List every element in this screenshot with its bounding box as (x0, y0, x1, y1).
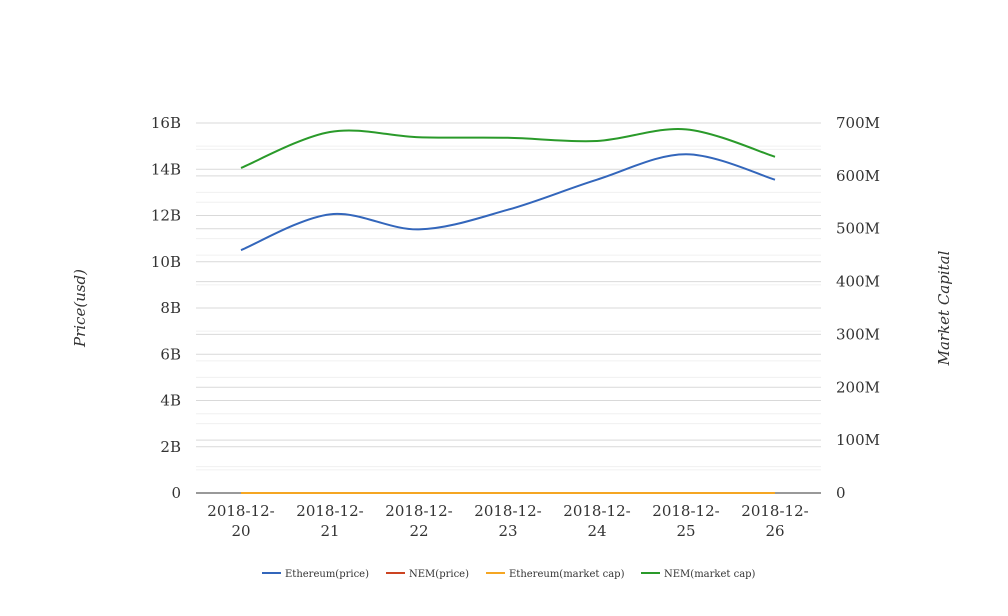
y-right-tick-label: 400M (836, 273, 880, 291)
legend-label: Ethereum(market cap) (509, 569, 625, 580)
y-right-tick-label: 600M (836, 167, 880, 185)
y-left-tick-label: 10B (151, 253, 181, 271)
y-left-tick-label: 12B (151, 207, 181, 225)
grid (196, 122, 821, 471)
x-tick-label: 2018-12-23 (474, 502, 541, 540)
x-tick-label: 2018-12-24 (563, 502, 630, 540)
y-left-tick-label: 2B (160, 438, 181, 456)
y-right-tick-label: 0 (836, 484, 846, 502)
x-tick-label: 2018-12-25 (652, 502, 719, 540)
y-right-tick-label: 700M (836, 114, 880, 132)
legend-label: NEM(market cap) (664, 569, 756, 580)
y-right-tick-label: 300M (836, 325, 880, 343)
y-left-tick-label: 4B (160, 392, 181, 410)
y-left-tick-label: 8B (160, 299, 181, 317)
x-tick-label: 2018-12-22 (385, 502, 452, 540)
y-left-tick-label: 16B (151, 114, 181, 132)
y-right-tick-label: 200M (836, 378, 880, 396)
y-left-tick-label: 0 (171, 484, 181, 502)
legend: Ethereum(price) NEM(price) Ethereum(market… (262, 569, 756, 580)
y-right-tick-label: 100M (836, 431, 880, 449)
y-right-axis-title: Market Capital (935, 250, 953, 366)
y-left-tick-label: 14B (151, 160, 181, 178)
series-line-0 (240, 153, 776, 252)
series (240, 127, 776, 495)
y-left-tick-label: 6B (160, 345, 181, 363)
axes: 0 2B 4B 6B 8B 10B 12B 14B 16B 0 100M 200M 300M 400M 50… (71, 114, 953, 540)
legend-label: Ethereum(price) (285, 569, 369, 580)
y-left-axis-title: Price(usd) (71, 269, 89, 348)
legend-label: NEM(price) (409, 569, 469, 580)
y-right-tick-label: 500M (836, 220, 880, 238)
x-tick-label: 2018-12-20 (207, 502, 274, 540)
series-line-3 (240, 127, 776, 169)
x-tick-label: 2018-12-26 (741, 502, 808, 540)
x-tick-label: 2018-12-21 (296, 502, 363, 540)
